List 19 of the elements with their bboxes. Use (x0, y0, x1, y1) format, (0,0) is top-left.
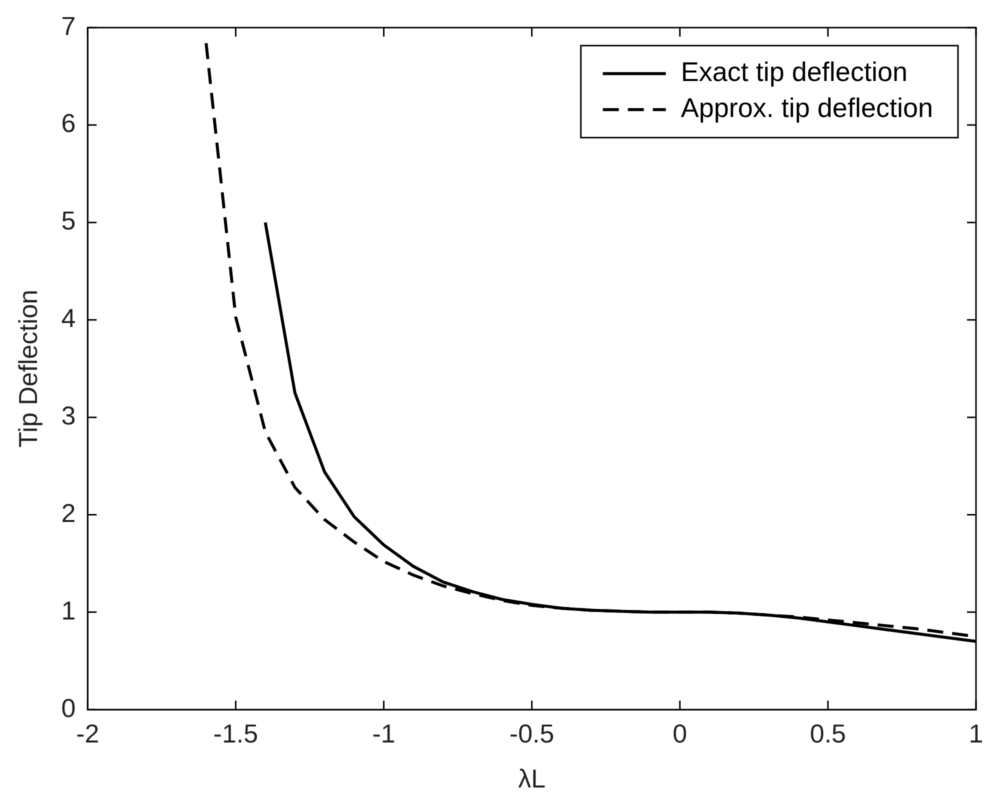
x-tick-label: -1 (372, 718, 396, 748)
x-tick-label: -2 (76, 718, 100, 748)
x-tick-label: -0.5 (509, 718, 554, 748)
x-tick-label: -1.5 (213, 718, 258, 748)
y-tick-label: 3 (61, 400, 76, 430)
y-tick-label: 2 (61, 498, 76, 528)
y-tick-label: 5 (61, 206, 76, 236)
y-tick-label: 1 (61, 595, 76, 626)
y-tick-label: 0 (61, 692, 76, 723)
y-tick-label: 6 (61, 108, 76, 138)
y-axis-title: Tip Deflection (12, 290, 43, 448)
x-tick-label: 0.5 (810, 718, 846, 748)
x-tick-label: 0 (672, 718, 688, 748)
legend-label: Approx. tip deflection (680, 93, 934, 124)
y-tick-label: 4 (61, 303, 76, 334)
legend-label: Exact tip deflection (680, 57, 908, 88)
y-tick-label: 7 (61, 10, 76, 41)
x-tick-label: 1 (968, 718, 984, 748)
x-axis-title: λL (518, 764, 546, 794)
